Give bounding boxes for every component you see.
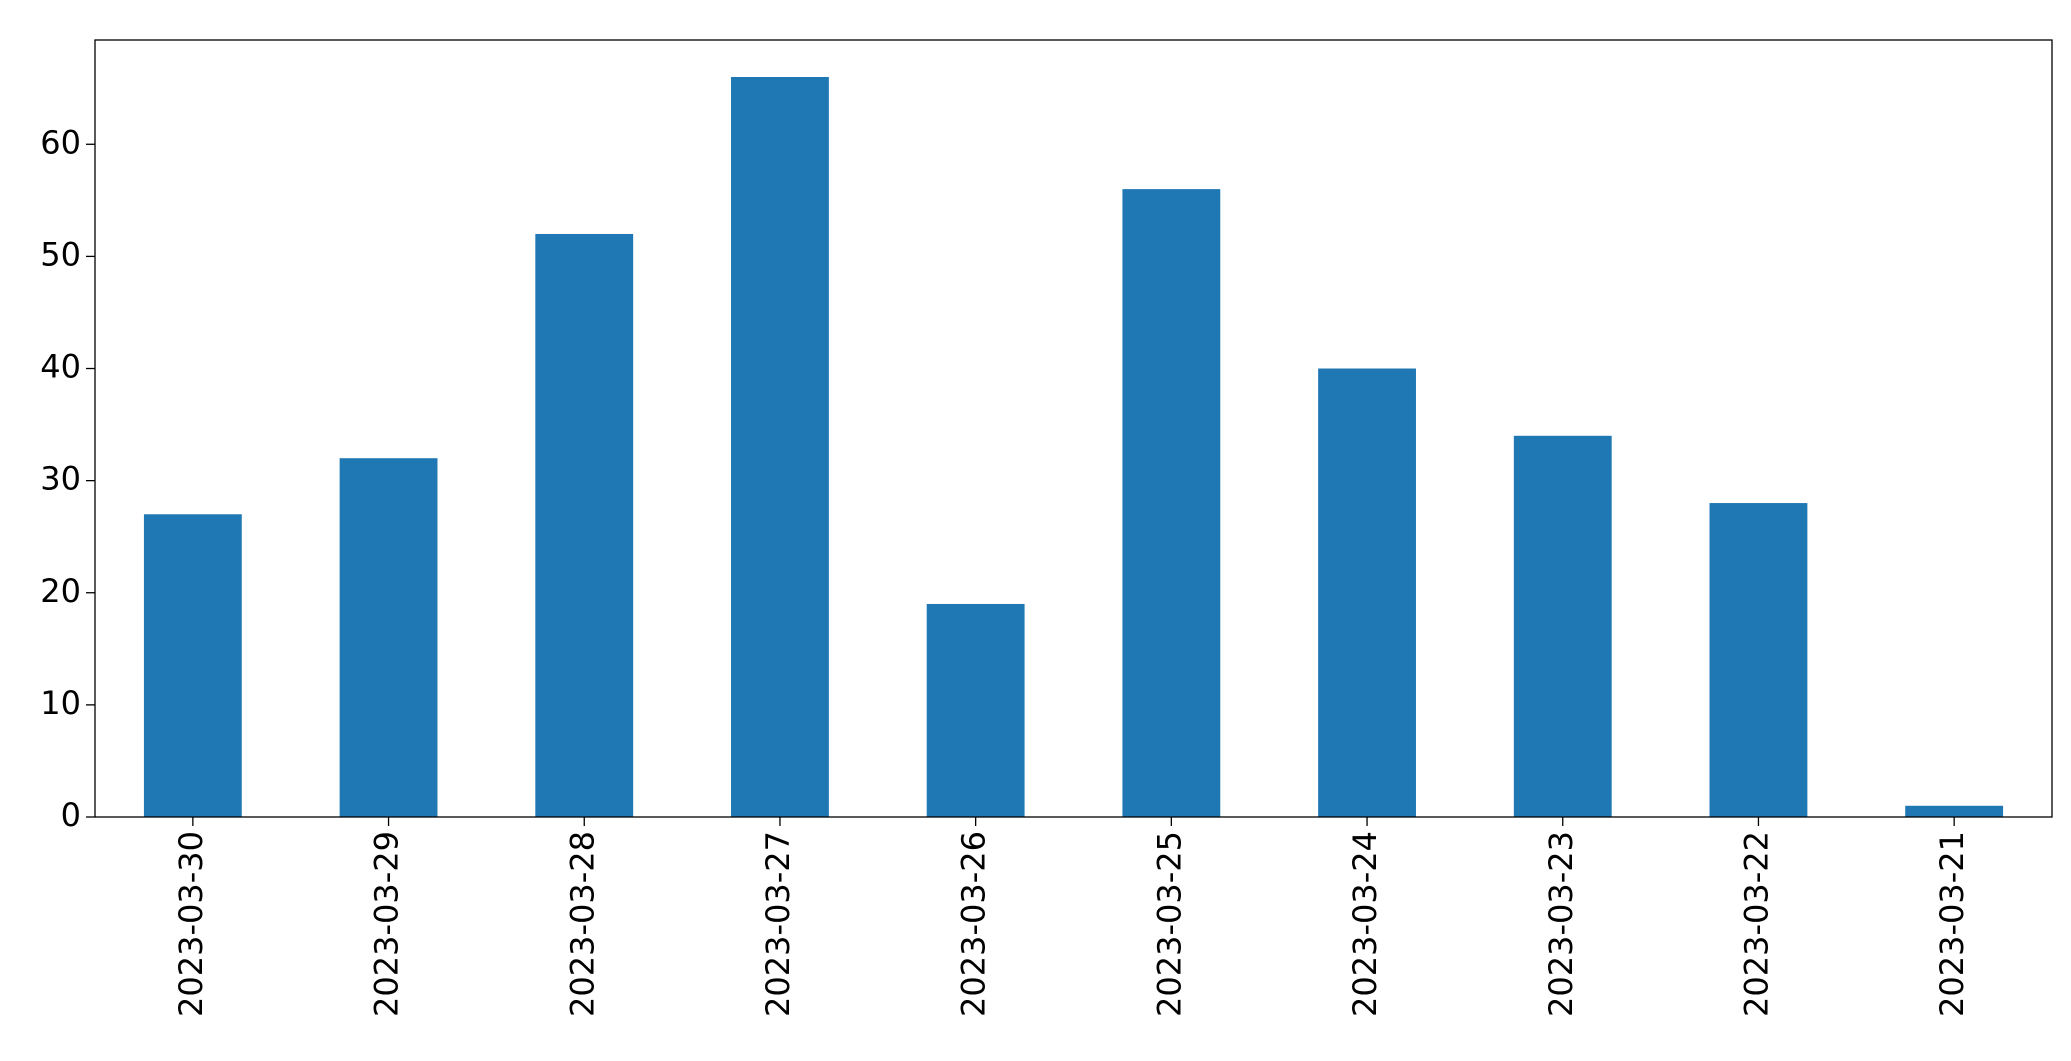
bar	[1513, 435, 1612, 817]
y-tick-label: 10	[40, 684, 81, 722]
plot-frame	[94, 39, 2053, 818]
bar	[1905, 805, 2004, 817]
x-tick-label: 2023-03-21	[1933, 831, 1971, 1017]
y-tick-label: 20	[40, 572, 81, 610]
bar	[1709, 503, 1808, 817]
bar	[1122, 189, 1221, 817]
x-tick-label: 2023-03-25	[1150, 831, 1188, 1017]
y-tick-label: 40	[40, 348, 81, 386]
bar	[535, 233, 634, 817]
y-tick-label: 30	[40, 460, 81, 498]
x-tick-label: 2023-03-27	[759, 831, 797, 1017]
x-tick-label: 2023-03-22	[1737, 831, 1775, 1017]
bar	[143, 514, 242, 817]
bar	[1318, 368, 1416, 817]
x-tick-label: 2023-03-23	[1542, 831, 1580, 1017]
x-tick-label: 2023-03-30	[172, 831, 210, 1017]
y-tick-label: 50	[40, 235, 81, 273]
x-tick-label: 2023-03-28	[563, 831, 601, 1017]
x-tick-label: 2023-03-26	[955, 831, 993, 1017]
y-tick-label: 0	[61, 796, 81, 834]
bar	[339, 458, 438, 817]
x-tick-label: 2023-03-24	[1346, 831, 1384, 1017]
x-tick-label: 2023-03-29	[368, 831, 406, 1017]
y-tick-label: 60	[40, 123, 81, 161]
bar	[731, 77, 829, 817]
bar	[926, 603, 1025, 817]
